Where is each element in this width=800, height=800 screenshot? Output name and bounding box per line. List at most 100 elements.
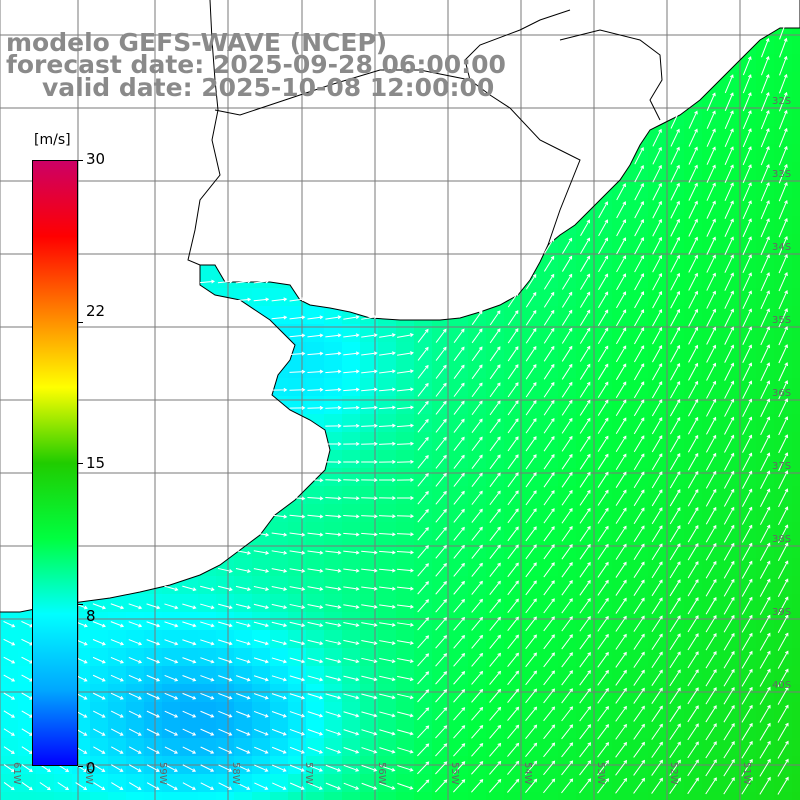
wind-arrow [396, 369, 414, 374]
wind-speed-cell [468, 594, 487, 613]
wind-speed-cell [738, 702, 757, 721]
wind-arrow [343, 782, 360, 790]
wind-speed-cell [540, 612, 559, 631]
wind-arrow [489, 634, 501, 649]
wind-arrow [182, 710, 197, 718]
wind-speed-cell [792, 486, 800, 505]
wind-arrow [507, 688, 520, 703]
wind-arrow [271, 315, 288, 320]
wind-speed-cell [180, 774, 199, 793]
wind-speed-cell [756, 774, 775, 793]
wind-speed-cell [648, 450, 667, 469]
wind-arrow [453, 346, 465, 361]
wind-arrow [507, 742, 520, 757]
wind-speed-cell [342, 576, 361, 595]
wind-speed-cell [486, 648, 505, 667]
wind-speed-cell [432, 702, 451, 721]
wind-arrow [561, 544, 573, 560]
wind-speed-cell [0, 738, 19, 757]
wind-speed-cell [288, 684, 307, 703]
wind-arrow [379, 747, 396, 754]
wind-arrow [471, 562, 483, 577]
wind-speed-cell [18, 792, 37, 800]
wind-speed-cell [288, 612, 307, 631]
wind-speed-cell [612, 468, 631, 487]
wind-arrow [688, 398, 699, 417]
wind-arrow [361, 604, 378, 609]
wind-arrow [651, 687, 663, 704]
wind-speed-cell [486, 630, 505, 649]
wind-speed-cell [648, 126, 667, 145]
wind-speed-cell [396, 558, 415, 577]
wind-speed-cell [684, 774, 703, 793]
wind-speed-cell [594, 612, 613, 631]
wind-speed-cell [360, 522, 379, 541]
wind-arrow [742, 92, 752, 112]
wind-speed-cell [612, 666, 631, 685]
wind-arrow [633, 579, 645, 596]
wind-arrow [453, 725, 466, 739]
wind-arrow [634, 146, 644, 165]
wind-arrow [289, 387, 306, 392]
wind-speed-cell [522, 486, 541, 505]
wind-speed-cell [522, 468, 541, 487]
wind-speed-cell [792, 648, 800, 667]
wind-arrow [397, 658, 414, 664]
wind-arrow [146, 764, 160, 772]
wind-speed-cell [504, 666, 523, 685]
wind-speed-cell [702, 504, 721, 523]
wind-speed-cell [576, 666, 595, 685]
wind-speed-cell [702, 702, 721, 721]
wind-arrow [236, 764, 251, 772]
wind-speed-cell [648, 792, 667, 800]
wind-speed-cell [702, 360, 721, 379]
wind-arrow [325, 387, 342, 392]
wind-speed-cell [450, 684, 469, 703]
wind-speed-cell [684, 288, 703, 307]
wind-arrow [507, 472, 519, 488]
wind-arrow [253, 657, 269, 664]
wind-arrow [489, 490, 501, 506]
wind-arrow [615, 489, 627, 506]
wind-speed-cell [666, 252, 685, 271]
wind-arrow [253, 710, 269, 718]
wind-arrow [92, 656, 106, 664]
wind-arrow [723, 614, 735, 633]
wind-arrow [760, 344, 771, 364]
wind-arrow [633, 471, 645, 489]
wind-speed-cell [342, 522, 361, 541]
wind-arrow [778, 290, 788, 310]
wind-speed-cell [0, 612, 19, 631]
wind-speed-cell [234, 576, 253, 595]
wind-arrow [616, 255, 627, 273]
wind-speed-cell [270, 594, 289, 613]
wind-speed-cell [504, 702, 523, 721]
wind-speed-cell [612, 720, 631, 739]
wind-arrow [777, 776, 789, 795]
wind-speed-cell [684, 198, 703, 217]
wind-arrow [616, 291, 627, 309]
wind-arrow [397, 693, 414, 700]
wind-speed-cell [792, 414, 800, 433]
wind-arrow [687, 669, 699, 687]
wind-arrow [379, 441, 396, 446]
wind-arrow [379, 351, 396, 356]
wind-arrow [724, 362, 735, 381]
wind-speed-cell [270, 648, 289, 667]
wind-speed-cell [702, 684, 721, 703]
wind-speed-cell [756, 234, 775, 253]
wind-speed-cell [234, 558, 253, 577]
wind-arrow [396, 423, 414, 428]
wind-speed-cell [720, 414, 739, 433]
wind-arrow [396, 586, 414, 591]
wind-speed-cell [702, 576, 721, 595]
wind-arrow [724, 344, 735, 363]
longitude-label: 51W [741, 762, 752, 785]
wind-arrow [741, 578, 753, 597]
wind-arrow [272, 782, 287, 790]
wind-speed-cell [774, 378, 793, 397]
wind-arrow [742, 182, 752, 202]
wind-arrow [435, 562, 447, 577]
latitude-label: 38S [772, 534, 791, 545]
wind-arrow [397, 729, 414, 736]
